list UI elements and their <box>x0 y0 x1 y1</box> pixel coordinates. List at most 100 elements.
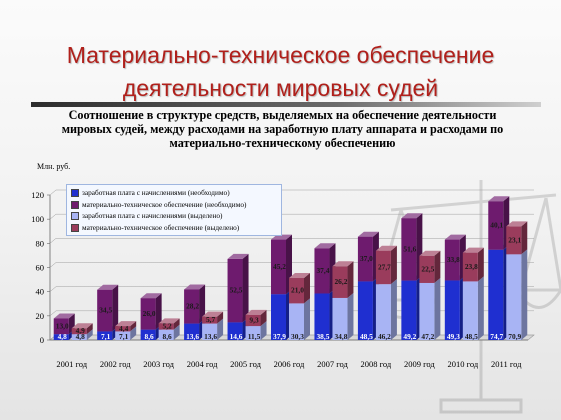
y-tick-label: 120 <box>31 190 44 200</box>
y-tick-label: 100 <box>31 214 44 224</box>
bar-material-необходимо-side <box>112 284 119 332</box>
subtitle-line3: материально-техническому обеспечению <box>169 136 396 150</box>
legend-label: материально-техническое обеспечение (выд… <box>82 222 240 232</box>
data-label: 38,5 <box>316 332 329 341</box>
data-label: 30,3 <box>291 332 304 341</box>
bar-material-необходимо-top <box>357 231 379 237</box>
bar-material-выделено-top <box>71 323 93 329</box>
bar-material-выделено-side <box>477 247 484 282</box>
bar-salary-необходимо <box>97 331 113 340</box>
data-label: 5,2 <box>163 321 173 330</box>
data-label: 4,8 <box>76 332 86 341</box>
x-tick-label: 2008 год <box>361 359 392 369</box>
data-label: 4,9 <box>76 326 86 335</box>
bar-material-необходимо <box>314 248 330 294</box>
data-label: 8,6 <box>163 332 173 341</box>
bar-material-необходимо-side <box>155 293 162 330</box>
bar-material-выделено-side <box>434 250 441 283</box>
bar-material-выделено-top <box>332 261 354 267</box>
bar-salary-выделено-side <box>130 326 137 340</box>
subtitle-line1: Соотношение в структуре средств, выделяе… <box>68 108 497 122</box>
slide-title-line1: Материально-техническое обеспечение <box>66 42 495 68</box>
bar-material-необходимо-top <box>488 196 510 202</box>
y-tick-label: 40 <box>36 287 45 297</box>
bar-material-необходимо <box>53 318 69 335</box>
y-tick-label: 60 <box>36 263 45 273</box>
legend-label: материально-техническое обеспечение (нео… <box>82 199 247 209</box>
data-label: 47,2 <box>421 332 434 341</box>
bar-salary-выделено <box>71 334 87 340</box>
data-label: 40,1 <box>490 221 503 230</box>
bar-salary-выделено-side <box>390 279 397 340</box>
title-divider <box>31 102 541 107</box>
bar-salary-выделено-side <box>434 277 441 340</box>
bar-material-необходимо-top <box>401 213 423 219</box>
bar-salary-выделено-side <box>521 249 528 340</box>
bar-material-выделено-side <box>130 321 137 332</box>
bar-salary-необходимо <box>227 322 243 340</box>
x-tick-label: 2001 год <box>56 359 87 369</box>
legend-swatch <box>71 223 79 232</box>
chart-legend: заработная плата с начислениями (необход… <box>66 184 282 236</box>
bar-salary-выделено-side <box>304 298 310 340</box>
legend-label: заработная плата с начислениями (выделен… <box>82 211 223 220</box>
data-label: 46,2 <box>378 332 391 341</box>
bar-material-выделено-side <box>390 245 397 285</box>
legend-label: заработная плата с начислениями (необход… <box>82 188 230 197</box>
x-tick-label: 2010 год <box>447 359 478 369</box>
bar-material-выделено-top <box>115 321 137 327</box>
bar-material-необходимо <box>97 289 113 332</box>
data-label: 23,1 <box>508 235 521 244</box>
legend-swatch <box>71 189 79 198</box>
x-tick-label: 2005 год <box>230 359 261 369</box>
bar-material-выделено <box>202 316 218 324</box>
data-label: 70,9 <box>508 332 521 341</box>
bar-material-необходимо <box>401 218 417 281</box>
bar-salary-необходимо <box>488 249 504 340</box>
bar-material-выделено <box>289 278 304 304</box>
bar-material-необходимо-top <box>140 293 162 299</box>
x-tick-label: 2002 год <box>100 359 131 369</box>
y-axis-unit-label: Млн. руб. <box>37 162 71 171</box>
bar-material-выделено <box>375 250 391 285</box>
bar-material-выделено-top <box>506 221 528 227</box>
data-label: 23,8 <box>465 262 478 271</box>
data-label: 13,6 <box>186 332 199 341</box>
data-label: 13,6 <box>204 332 217 341</box>
bar-material-выделено-side <box>347 261 354 298</box>
data-label: 27,7 <box>378 262 391 271</box>
data-label: 28,2 <box>186 302 199 311</box>
bar-salary-необходимо <box>271 294 286 340</box>
data-label: 49,2 <box>403 332 416 341</box>
legend-item: материально-техническое обеспечение (выд… <box>71 222 239 233</box>
data-label: 48,5 <box>360 332 373 341</box>
data-label: 34,5 <box>99 306 112 315</box>
bar-salary-выделено-side <box>173 324 180 340</box>
bar-material-необходимо <box>488 201 504 250</box>
bar-material-выделено <box>419 255 435 283</box>
bar-salary-необходимо <box>357 281 373 340</box>
bar-salary-выделено <box>419 282 435 340</box>
bar-material-выделено <box>158 323 174 330</box>
y-tick-label: 0 <box>40 335 44 345</box>
bar-material-необходимо-top <box>184 284 206 290</box>
bar-salary-выделено <box>375 284 391 340</box>
bar-material-необходимо-top <box>444 234 466 240</box>
bar-material-необходимо-top <box>53 313 75 319</box>
bar-salary-выделено-side <box>347 292 354 340</box>
bar-salary-выделено <box>506 254 522 340</box>
bar-material-необходимо <box>271 239 286 295</box>
data-label: 7,1 <box>101 332 111 341</box>
data-label: 5,7 <box>206 315 216 324</box>
bar-salary-выделено-side <box>477 276 484 340</box>
bar-material-выделено-side <box>304 273 310 304</box>
data-label: 7,1 <box>119 332 129 341</box>
bar-salary-выделено-side <box>217 318 224 340</box>
chart-subtitle: Соотношение в структуре средств, выделяе… <box>20 108 545 150</box>
bar-material-выделено-side <box>86 323 93 335</box>
data-label: 74,7 <box>490 332 503 341</box>
bar-material-выделено <box>71 328 87 335</box>
bar-salary-выделено <box>115 331 131 340</box>
bar-material-выделено-top <box>202 311 224 317</box>
